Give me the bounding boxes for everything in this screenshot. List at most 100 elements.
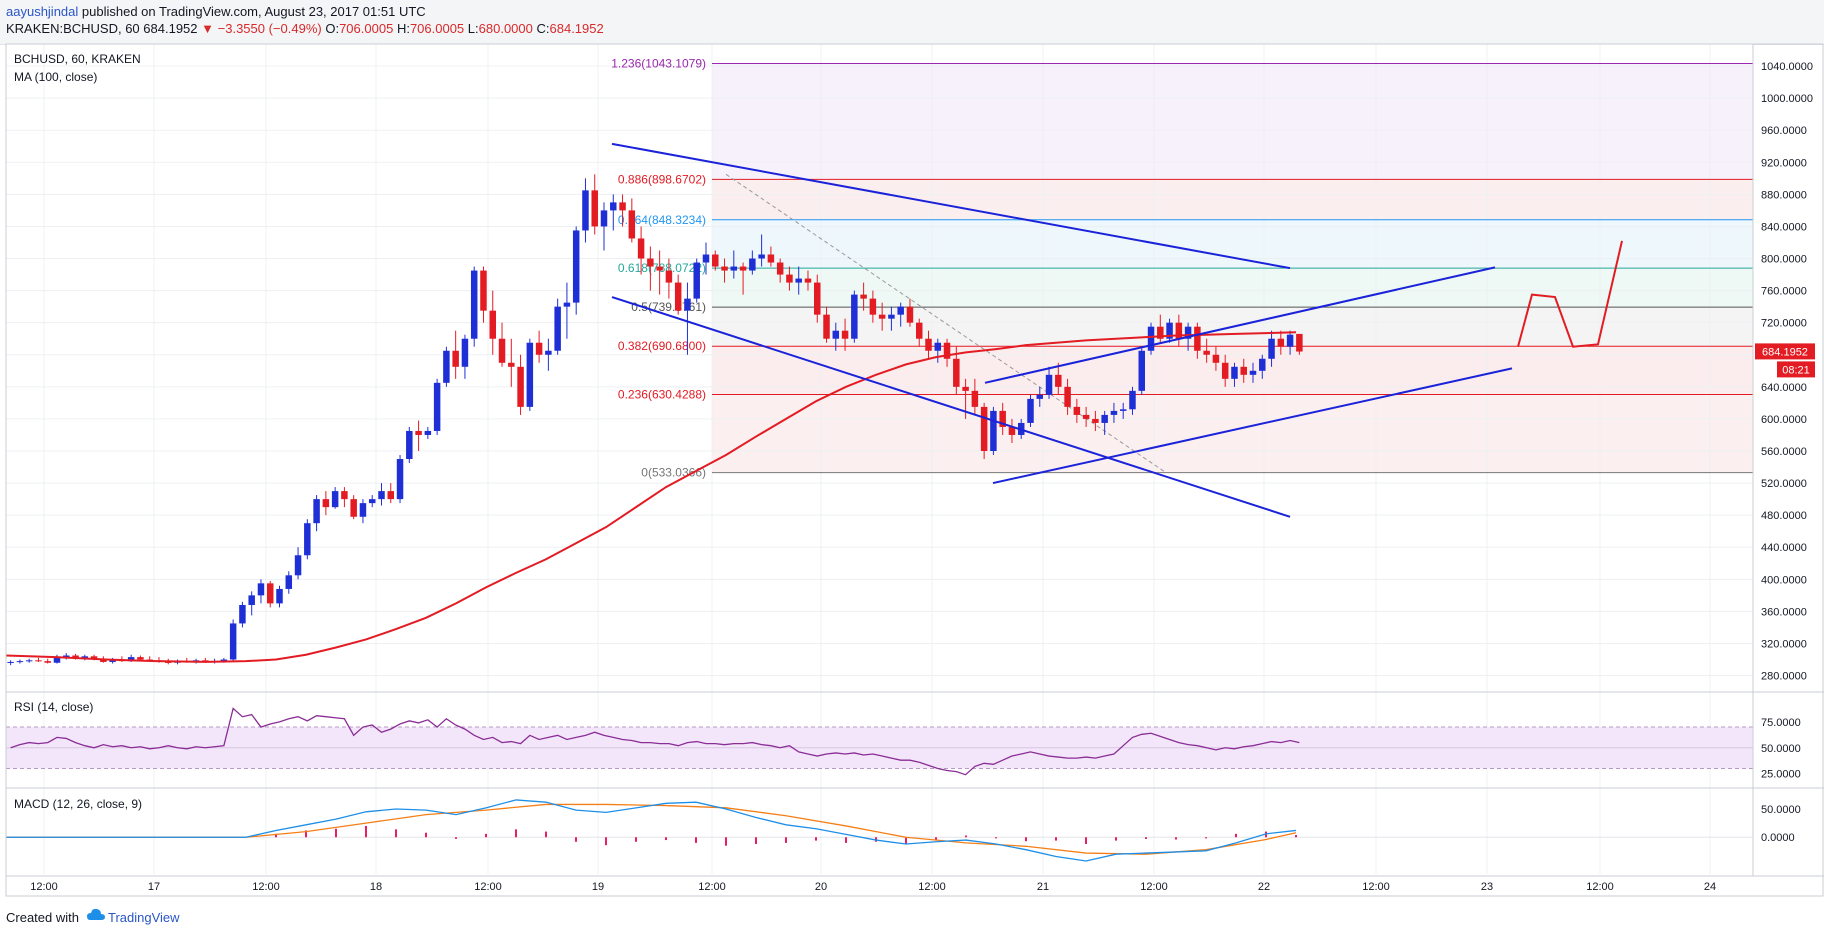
bearish-candle: [786, 274, 793, 283]
time-tick-label: 17: [148, 881, 160, 893]
bullish-candle: [257, 583, 265, 596]
bearish-candle: [266, 583, 274, 604]
macd-tick-label: 50.0000: [1761, 804, 1801, 816]
fib-zone: [712, 179, 1753, 220]
bearish-candle: [971, 390, 979, 407]
bullish-candle: [63, 655, 70, 658]
bearish-candle: [498, 338, 506, 363]
bullish-candle: [851, 294, 858, 339]
bullish-candle: [16, 661, 24, 663]
fib-zone: [712, 268, 1753, 308]
bearish-candle: [1157, 326, 1164, 339]
bearish-candle: [1082, 414, 1090, 419]
bullish-candle: [294, 555, 302, 576]
macd-tick-label: 0.0000: [1761, 832, 1795, 844]
price-tick-label: 560.0000: [1761, 446, 1807, 458]
bearish-candle: [943, 342, 951, 359]
close-label: C:: [536, 21, 550, 36]
fib-level-label: 1.236(1043.1079): [611, 57, 706, 71]
bearish-candle: [980, 406, 988, 452]
trendline: [611, 296, 1291, 518]
rsi-tick-label: 25.0000: [1761, 769, 1801, 781]
bearish-candle: [517, 366, 524, 407]
bullish-candle: [406, 430, 413, 460]
bearish-candle: [721, 266, 728, 271]
bearish-candle: [665, 270, 673, 283]
bearish-candle: [508, 362, 515, 367]
bullish-candle: [1259, 358, 1266, 371]
bullish-candle: [25, 660, 33, 662]
countdown-tag: [1777, 361, 1815, 378]
fib-zone: [712, 219, 1753, 269]
close-value: 684.1952: [549, 21, 604, 36]
bearish-candle: [100, 659, 107, 662]
price-tick-label: 880.0000: [1761, 189, 1807, 201]
bullish-candle: [368, 499, 376, 504]
fib-zone: [712, 63, 1753, 180]
price-change: −3.3550 (−0.49%): [217, 21, 322, 36]
bearish-candle: [869, 298, 877, 315]
bullish-candle: [229, 623, 237, 660]
bullish-candle: [304, 523, 311, 556]
macd-indicator-label: MACD (12, 26, close, 9): [14, 797, 143, 811]
bearish-candle: [1008, 426, 1016, 435]
bullish-candle: [1036, 394, 1044, 399]
bearish-candle: [712, 254, 719, 267]
projection-zigzag: [1517, 240, 1623, 348]
bearish-candle: [165, 661, 172, 663]
bullish-candle: [443, 350, 450, 383]
price-tick-label: 360.0000: [1761, 606, 1807, 618]
bearish-candle: [915, 322, 923, 339]
fib-level-label: 0(533.0366): [641, 466, 706, 480]
bullish-candle: [1110, 410, 1118, 415]
bullish-candle: [730, 266, 738, 271]
footer: [0, 897, 1824, 933]
bullish-candle: [239, 604, 246, 624]
bullish-candle: [795, 278, 802, 283]
ma-indicator-label: MA (100, close): [14, 70, 98, 84]
price-tick-label: 920.0000: [1761, 157, 1807, 169]
time-tick-label: 24: [1704, 881, 1716, 893]
trendline: [611, 142, 1291, 270]
open-value: 706.0005: [339, 21, 394, 36]
bullish-candle: [53, 657, 61, 663]
bullish-candle: [470, 270, 478, 339]
price-tick-label: 840.0000: [1761, 221, 1807, 233]
bullish-candle: [572, 230, 580, 303]
bearish-candle: [999, 410, 1006, 427]
bullish-candle: [1166, 322, 1173, 339]
bullish-candle: [526, 342, 534, 407]
price-tick-label: 1040.0000: [1761, 61, 1813, 73]
bearish-candle: [823, 314, 830, 339]
bullish-candle: [545, 350, 552, 355]
price-chart[interactable]: 280.0000 320.0000 360.0000 400.0000 440.0000…: [0, 0, 1824, 897]
bearish-candle: [1064, 386, 1071, 407]
tradingview-brand-link[interactable]: TradingView: [108, 910, 180, 925]
fib-anchor-line: [725, 173, 1167, 474]
price-tick-label: 600.0000: [1761, 414, 1807, 426]
bearish-candle: [674, 282, 682, 311]
price-tick-label: 760.0000: [1761, 286, 1807, 298]
bearish-candle: [489, 310, 496, 339]
rsi-line: [10, 707, 1300, 776]
bullish-candle: [758, 254, 765, 259]
fib-level-label: 0.382(690.6800): [618, 339, 706, 353]
bullish-candle: [1147, 326, 1155, 351]
bullish-candle: [276, 588, 283, 604]
price-tick-label: 720.0000: [1761, 318, 1807, 330]
high-label: H:: [396, 21, 410, 36]
author-link[interactable]: aayushjindal: [6, 4, 79, 19]
price-tick-label: 960.0000: [1761, 125, 1807, 137]
bearish-candle: [767, 254, 775, 263]
bearish-candle: [535, 342, 543, 355]
time-tick-label: 12:00: [252, 881, 280, 893]
low-value: 680.0000: [478, 21, 533, 36]
bearish-candle: [452, 350, 459, 367]
bullish-candle: [461, 338, 469, 367]
trendline: [992, 367, 1513, 485]
bullish-candle: [1119, 409, 1127, 411]
bullish-candle: [7, 661, 14, 663]
bearish-candle: [1277, 338, 1285, 347]
price-tick-label: 320.0000: [1761, 638, 1807, 650]
fib-zone: [712, 394, 1753, 473]
